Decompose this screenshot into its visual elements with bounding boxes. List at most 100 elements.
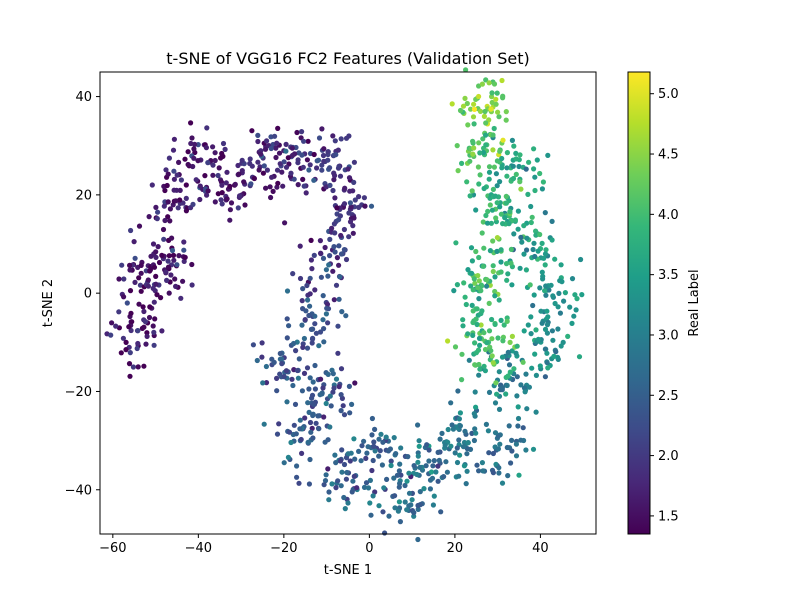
scatter-point	[304, 365, 311, 371]
scatter-point	[126, 361, 133, 367]
scatter-point	[306, 481, 312, 487]
scatter-point	[332, 138, 338, 144]
scatter-point	[513, 171, 519, 177]
scatter-point	[569, 276, 576, 282]
scatter-point	[520, 359, 526, 365]
scatter-point	[135, 328, 141, 334]
scatter-point	[321, 158, 327, 164]
scatter-point	[464, 451, 470, 457]
x-tick-label: 0	[365, 541, 373, 556]
scatter-point	[338, 392, 344, 398]
scatter-point	[495, 433, 501, 439]
scatter-point	[309, 340, 315, 346]
scatter-point	[299, 450, 305, 456]
scatter-point	[286, 429, 293, 435]
scatter-point	[465, 440, 471, 446]
scatter-point	[495, 109, 501, 115]
scatter-point	[274, 167, 281, 173]
scatter-point	[435, 478, 441, 484]
scatter-point	[174, 172, 180, 178]
scatter-point	[121, 294, 127, 300]
scatter-point	[312, 362, 318, 369]
scatter-point	[168, 272, 174, 278]
scatter-point	[333, 282, 340, 288]
scatter-point	[450, 426, 456, 432]
colorbar-tick-label: 4.5	[658, 148, 679, 163]
scatter-point	[171, 187, 177, 193]
scatter-point	[330, 389, 336, 395]
scatter-point	[496, 369, 502, 375]
scatter-point	[119, 262, 125, 268]
scatter-point	[496, 470, 502, 476]
scatter-point	[415, 453, 421, 459]
scatter-point	[503, 261, 510, 267]
scatter-point	[218, 197, 224, 203]
scatter-point	[439, 430, 445, 436]
scatter-point	[391, 475, 397, 481]
scatter-point	[508, 246, 514, 252]
scatter-point	[429, 475, 436, 481]
scatter-point	[272, 133, 278, 139]
scatter-point	[185, 161, 191, 168]
scatter-point	[415, 502, 421, 509]
scatter-point	[507, 369, 513, 375]
scatter-point	[319, 167, 325, 173]
scatter-point	[427, 486, 433, 492]
scatter-point	[312, 386, 318, 392]
scatter-point	[484, 283, 490, 289]
scatter-point	[531, 146, 537, 152]
scatter-point	[460, 444, 467, 450]
scatter-point	[463, 67, 469, 73]
scatter-point	[457, 423, 463, 429]
scatter-point	[204, 192, 210, 198]
scatter-point	[539, 186, 546, 192]
scatter-point	[161, 236, 167, 242]
scatter-point	[473, 404, 479, 410]
scatter-point	[237, 193, 243, 199]
scatter-point	[561, 298, 567, 304]
scatter-point	[423, 463, 429, 469]
chart-title: t-SNE of VGG16 FC2 Features (Validation …	[166, 49, 529, 68]
scatter-point	[163, 167, 169, 173]
scatter-point	[361, 484, 368, 490]
scatter-point	[210, 172, 216, 178]
scatter-point	[511, 366, 517, 372]
scatter-point	[518, 234, 524, 240]
scatter-point	[454, 445, 460, 451]
scatter-point	[307, 419, 314, 426]
scatter-point	[259, 340, 265, 346]
scatter-point	[295, 182, 301, 188]
scatter-point	[247, 160, 253, 167]
scatter-point	[510, 175, 517, 182]
scatter-point	[415, 422, 421, 428]
scatter-point	[486, 389, 493, 395]
scatter-point	[503, 117, 509, 123]
scatter-point	[255, 159, 261, 165]
scatter-point	[482, 108, 488, 115]
scatter-point	[504, 150, 510, 156]
scatter-point	[477, 172, 483, 178]
scatter-point	[501, 322, 507, 328]
scatter-point	[543, 292, 549, 298]
scatter-point	[156, 259, 163, 266]
scatter-point	[369, 432, 375, 438]
scatter-point	[437, 436, 443, 442]
scatter-point	[303, 190, 309, 196]
y-tick-label: −40	[65, 483, 92, 498]
scatter-point	[504, 173, 510, 179]
scatter-point	[558, 262, 564, 268]
scatter-point	[280, 183, 286, 189]
scatter-point	[484, 340, 490, 346]
y-tick-label: 20	[75, 188, 92, 203]
scatter-point	[490, 186, 496, 192]
scatter-point	[315, 157, 322, 163]
scatter-point	[171, 176, 177, 182]
scatter-point	[291, 422, 297, 428]
scatter-point	[489, 90, 495, 96]
scatter-point	[494, 248, 500, 254]
colorbar	[627, 71, 651, 535]
scatter-point	[329, 225, 335, 231]
scatter-point	[395, 508, 401, 514]
scatter-point	[414, 471, 420, 478]
scatter-point	[492, 293, 498, 299]
